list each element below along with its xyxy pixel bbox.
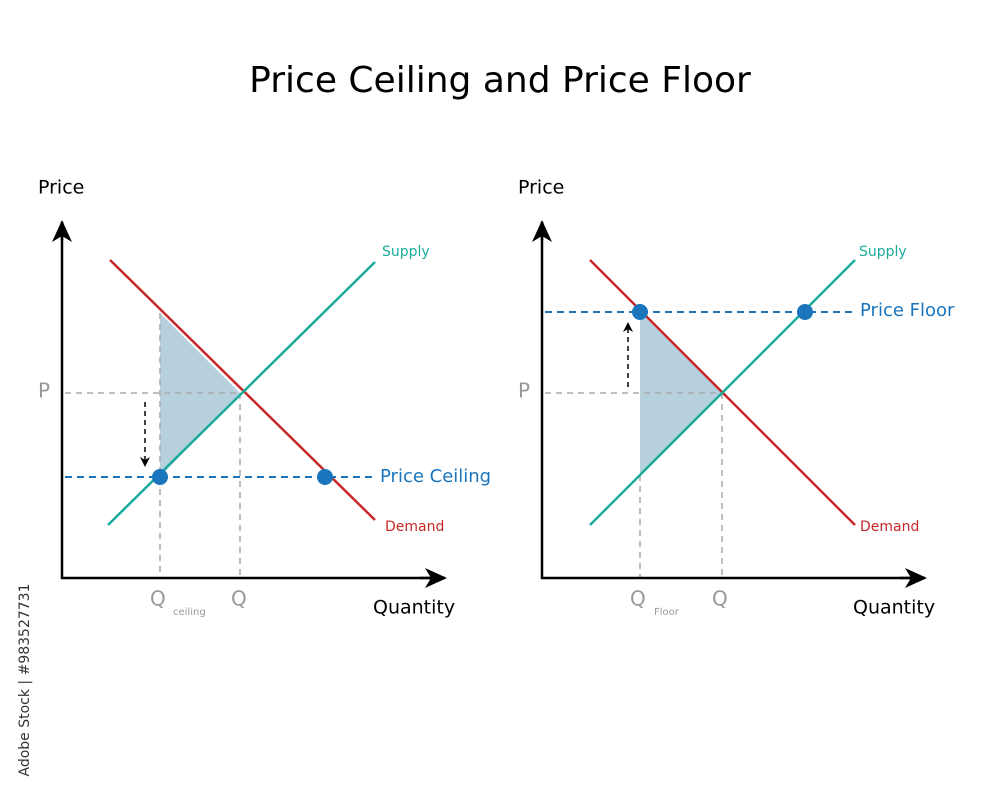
demand-line [109, 259, 376, 521]
p-label: P [38, 379, 50, 403]
title: Price Ceiling and Price Floor [249, 60, 751, 101]
supply-line [107, 261, 376, 526]
control-label: Price Ceiling [380, 466, 491, 487]
control-label: Price Floor [860, 300, 955, 321]
q-control-label: Q [630, 587, 646, 611]
supply-line [589, 259, 856, 526]
x-label: Quantity [373, 597, 455, 619]
q-label: Q [231, 587, 247, 611]
q-control-sub: ceiling [173, 607, 206, 618]
axes [540, 222, 918, 580]
point [797, 304, 813, 320]
point [152, 469, 168, 485]
demand-label: Demand [860, 519, 919, 535]
y-label: Price [518, 177, 564, 199]
supply-label: Supply [382, 244, 430, 260]
panel-ceiling: Price Quantity Supply Demand Price Ceili… [38, 177, 491, 619]
q-label: Q [712, 587, 728, 611]
shaded-area [160, 313, 240, 477]
p-label: P [518, 379, 530, 403]
y-label: Price [38, 177, 84, 199]
axes [60, 222, 438, 580]
supply-label: Supply [859, 244, 907, 260]
watermark: Adobe Stock | #983527731 [17, 584, 33, 777]
panel-floor: Price Quantity Supply Demand Price Floor… [518, 177, 955, 619]
point [632, 304, 648, 320]
x-label: Quantity [853, 597, 935, 619]
q-control-label: Q [150, 587, 166, 611]
demand-label: Demand [385, 519, 444, 535]
point [317, 469, 333, 485]
q-control-sub: Floor [654, 607, 680, 618]
